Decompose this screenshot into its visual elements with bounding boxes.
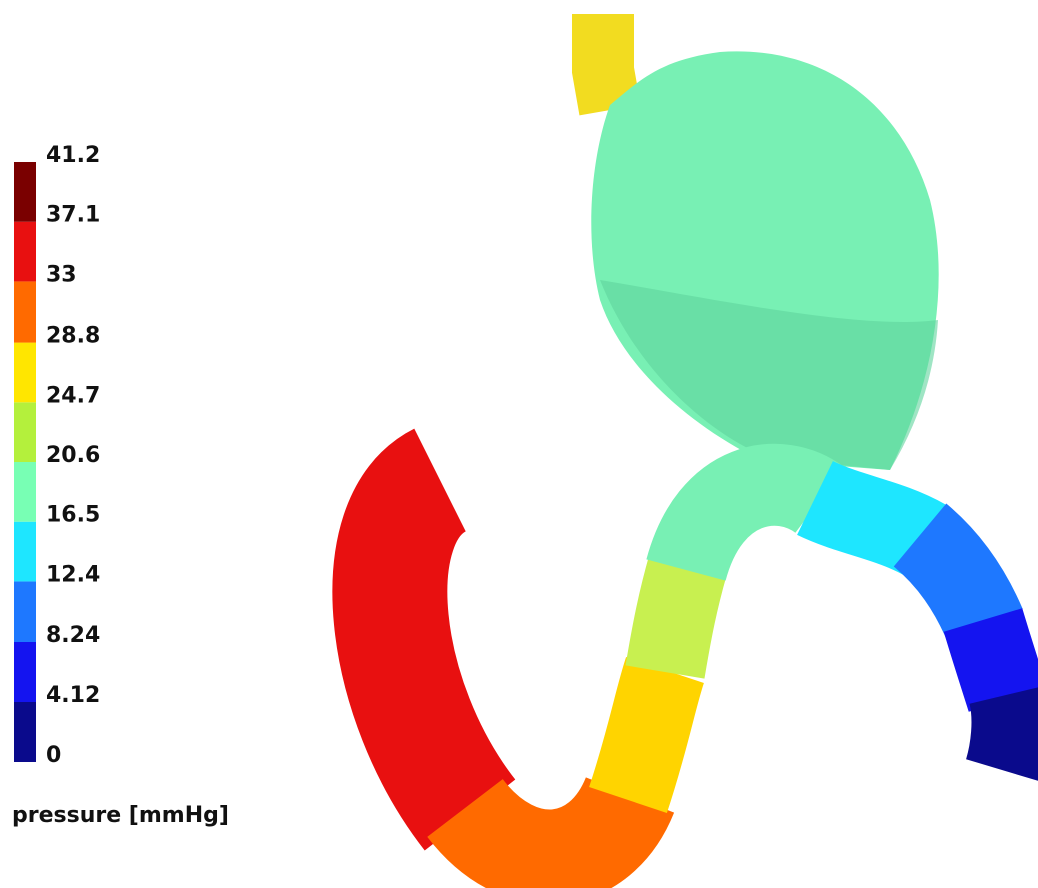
stomach-shade bbox=[600, 280, 938, 470]
colorbar-band bbox=[14, 581, 36, 642]
tick-label: 20.6 bbox=[46, 443, 100, 468]
tube-cyan bbox=[797, 460, 946, 577]
tube-yellow bbox=[589, 657, 705, 813]
colorbar-band bbox=[14, 702, 36, 762]
tube-orange bbox=[427, 775, 675, 888]
tube-blue bbox=[893, 503, 1023, 642]
colorbar-band bbox=[14, 342, 36, 403]
esophagus bbox=[572, 14, 641, 116]
tick-label: 24.7 bbox=[46, 383, 100, 408]
tick-label: 41.2 bbox=[46, 143, 100, 168]
tick-label: 0 bbox=[46, 743, 61, 768]
tick-label: 12.4 bbox=[46, 562, 100, 587]
colorbar-title: pressure [mmHg] bbox=[12, 803, 229, 828]
colorbar-band bbox=[14, 281, 36, 343]
colorbar-band bbox=[14, 402, 36, 462]
tick-label: 4.12 bbox=[46, 683, 100, 708]
colorbar-band bbox=[14, 642, 36, 702]
colorbar-band bbox=[14, 221, 36, 282]
tick-label: 37.1 bbox=[46, 203, 100, 228]
tube-red bbox=[332, 428, 517, 851]
colorbar-band bbox=[14, 462, 36, 522]
tube-navy bbox=[965, 687, 1038, 781]
tick-label: 33 bbox=[46, 262, 77, 287]
tick-label: 16.5 bbox=[46, 503, 100, 528]
colorbar-band bbox=[14, 521, 36, 582]
tube-yellowgreen bbox=[625, 554, 727, 679]
tube-mint bbox=[646, 443, 845, 583]
rendered-model bbox=[332, 14, 1038, 888]
tick-label: 8.24 bbox=[46, 623, 100, 648]
tick-label: 28.8 bbox=[46, 324, 100, 349]
colorbar-band bbox=[14, 162, 36, 222]
tube-darkblue bbox=[943, 608, 1038, 713]
